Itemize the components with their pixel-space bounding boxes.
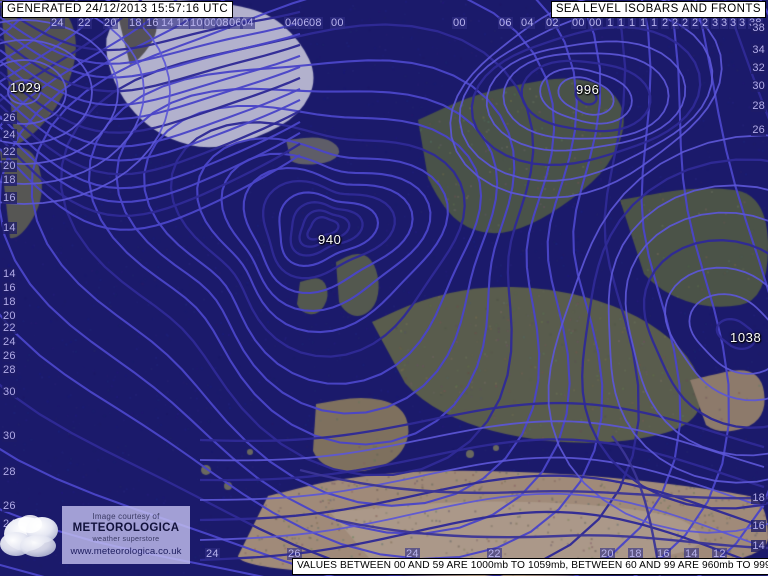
isobar-value-label: 34	[751, 44, 766, 56]
isobar-value-label: 3	[711, 17, 719, 29]
isobar-value-label: 08	[308, 17, 323, 29]
isobar-value-label: 22	[77, 17, 92, 29]
isobar-value-label: 2	[671, 17, 679, 29]
isobar-value-label: 04	[240, 17, 255, 29]
isobar-value-label: 18	[2, 174, 17, 186]
pressure-centre-high-1038: 1038	[730, 330, 761, 345]
chart-title: SEA LEVEL ISOBARS AND FRONTS	[551, 1, 766, 18]
isobar-value-label: 24	[50, 17, 65, 29]
isobar-value-label: 2	[701, 17, 709, 29]
isobar-value-label: 32	[751, 62, 766, 74]
isobar-value-label: 20	[2, 310, 17, 322]
isobar-value-label: 14	[751, 540, 766, 552]
isobar-value-label: 2	[681, 17, 689, 29]
isobar-value-label: 1	[639, 17, 647, 29]
isobar-value-label: 30	[751, 80, 766, 92]
watermark-panel: Image courtesy of METEOROLOGICA weather …	[62, 506, 190, 564]
isobar-value-label: 12	[175, 17, 190, 29]
isobar-value-label: 18	[128, 17, 143, 29]
isobar-value-label: 26	[751, 124, 766, 136]
isobar-value-label: 24	[2, 129, 17, 141]
isobar-value-label: 1	[650, 17, 658, 29]
isobar-value-label: 24	[205, 548, 220, 560]
watermark-tagline: weather superstore	[93, 535, 160, 543]
isobar-value-label: 02	[545, 17, 560, 29]
isobar-value-label: 16	[2, 282, 17, 294]
watermark-courtesy: Image courtesy of	[93, 513, 160, 521]
isobar-ring-secondary	[450, 0, 721, 198]
isobar-sweep	[0, 72, 300, 133]
watermark-url[interactable]: www.meteorologica.co.uk	[70, 547, 181, 557]
isobar-value-label: 14	[2, 268, 17, 280]
isobar-value-label: 28	[751, 100, 766, 112]
isobar-value-label: 3	[738, 17, 746, 29]
isobar-value-label: 18	[2, 296, 17, 308]
isobar-value-label: 00	[452, 17, 467, 29]
isobar-value-label: 22	[2, 146, 17, 158]
pressure-centre-high-1029: 1029	[10, 80, 41, 95]
isobar-value-label: 1	[606, 17, 614, 29]
pressure-centre-low-996: 996	[576, 82, 600, 97]
cloud-icon	[0, 504, 70, 566]
isobar-contour-layer	[0, 0, 768, 576]
isobar-value-label: 38	[751, 22, 766, 34]
isobar-value-label: 2	[691, 17, 699, 29]
watermark-brand: METEOROLOGICA	[73, 522, 180, 534]
isobar-value-label: 06	[498, 17, 513, 29]
isobar-value-label: 28	[2, 466, 17, 478]
isobar-value-label: 10	[189, 17, 204, 29]
isobar-value-label: 14	[160, 17, 175, 29]
isobar-ring	[61, 25, 533, 475]
pressure-centre-low-940: 940	[318, 232, 342, 247]
isobar-value-label: 16	[145, 17, 160, 29]
isobar-value-label: 00	[588, 17, 603, 29]
isobar-value-label: 18	[751, 492, 766, 504]
isobar-value-label: 16	[2, 192, 17, 204]
isobar-ring	[263, 181, 395, 278]
isobar-value-label: 24	[2, 336, 17, 348]
isobar-value-label: 04	[520, 17, 535, 29]
isobar-value-label: 26	[2, 112, 17, 124]
isobar-value-label: 16	[751, 520, 766, 532]
isobar-value-label: 00	[571, 17, 586, 29]
isobar-value-label: 26	[2, 350, 17, 362]
isobar-value-label: 1	[628, 17, 636, 29]
isobar-value-label: 3	[720, 17, 728, 29]
isobar-value-label: 2	[661, 17, 669, 29]
isobar-value-label: 1	[617, 17, 625, 29]
isobar-value-label: 3	[729, 17, 737, 29]
isobar-paths	[0, 0, 768, 576]
isobar-value-label: 22	[2, 322, 17, 334]
isobar-value-label: 14	[2, 222, 17, 234]
isobar-value-label: 30	[2, 430, 17, 442]
watermark: Image courtesy of METEOROLOGICA weather …	[0, 504, 190, 566]
isobar-ring	[244, 168, 413, 293]
isobar-value-label: 00	[330, 17, 345, 29]
pressure-value-legend: VALUES BETWEEN 00 AND 59 ARE 1000mb TO 1…	[292, 558, 768, 575]
generated-timestamp: GENERATED 24/12/2013 15:57:16 UTC	[2, 1, 233, 18]
isobar-value-label: 20	[103, 17, 118, 29]
isobar-value-label: 30	[2, 386, 17, 398]
isobar-sweep	[0, 149, 300, 230]
isobar-value-label: 28	[2, 364, 17, 376]
isobar-value-label: 20	[2, 160, 17, 172]
weather-chart-screenshot: 24 22 20 18 16 14 12 10 00 08 06 04 04 06 08 00 00 06 04 02…	[0, 0, 768, 576]
